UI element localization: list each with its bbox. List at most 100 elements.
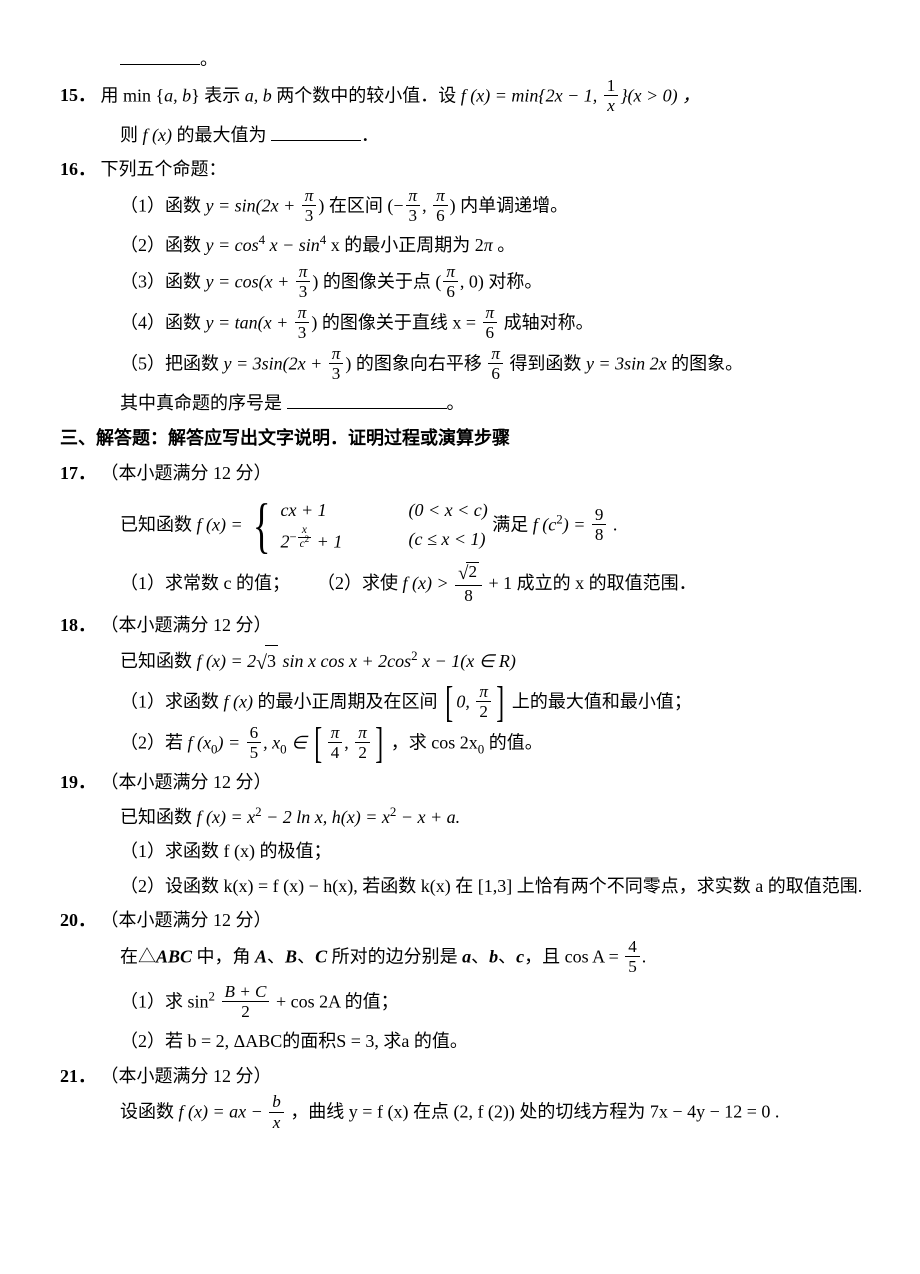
text: ) 的图像关于点 (	[312, 271, 441, 291]
text: （1）求常数 c 的值；	[120, 574, 290, 594]
piecewise: { cx + 1 (0 < x < c) 2−xc2 + 1 (c ≤ x < …	[247, 496, 488, 556]
math: sin x cos x + 2cos	[278, 651, 411, 671]
text: 两个数中的较小值．设	[276, 85, 461, 105]
q21-body: 设函数 f (x) = ax − bx ，曲线 y = f (x) 在点 (2,…	[60, 1095, 870, 1132]
text: ) 的图象向右平移	[345, 354, 486, 374]
math: y = 3sin 2x	[586, 354, 667, 374]
text: （2）若	[120, 732, 188, 752]
q18-p1: （1）求函数 f (x) 的最小正周期及在区间 [0, π2] 上的最大值和最小…	[60, 685, 870, 722]
fraction: π3	[295, 304, 310, 341]
q21-header: 21． （本小题满分 12 分）	[60, 1061, 870, 1092]
text: 的值。	[484, 732, 543, 752]
math: 0,	[456, 691, 474, 711]
text: （2）若 b = 2, ΔABC的面积S = 3, 求a 的值。	[120, 1031, 468, 1051]
text: ．	[361, 125, 379, 145]
text: , 0) 对称。	[460, 271, 543, 291]
text: （1）求 sin	[120, 992, 209, 1012]
text	[215, 992, 220, 1012]
text: 、	[267, 947, 285, 967]
fraction: √28	[455, 562, 482, 604]
text: 用 min	[101, 85, 152, 105]
math: y = cos(x +	[206, 271, 294, 291]
math: − x + a.	[396, 807, 460, 827]
math: A	[255, 947, 267, 967]
math: x − sin	[265, 235, 320, 255]
case-expr: 2−xc2 + 1	[281, 525, 381, 557]
text: ，求 cos 2x	[391, 732, 478, 752]
fraction: B + C2	[222, 983, 270, 1020]
text: 设函数	[120, 1102, 179, 1122]
text: 、	[471, 947, 489, 967]
q16-p5: （5）把函数 y = 3sin(2x + π3) 的图象向右平移 π6 得到函数…	[60, 347, 870, 384]
q16-p3: （3）函数 y = cos(x + π3) 的图像关于点 (π6, 0) 对称。	[60, 265, 870, 302]
text: （本小题满分 12 分）	[101, 463, 272, 483]
text: + 1 成立的 x 的取值范围．	[489, 574, 697, 594]
math: c	[516, 947, 524, 967]
q20-p2: （2）若 b = 2, ΔABC的面积S = 3, 求a 的值。	[60, 1026, 870, 1057]
math: C	[315, 947, 327, 967]
math: ABC	[156, 947, 192, 967]
math: x − 1(x ∈ R)	[418, 651, 516, 671]
text: 。	[200, 49, 218, 69]
q20-p1: （1）求 sin2 B + C2 + cos 2A 的值；	[60, 985, 870, 1022]
q-number: 21．	[60, 1061, 96, 1092]
math: f (x)	[143, 125, 172, 145]
text: （1）求函数 f (x) 的极值；	[120, 841, 331, 861]
text: 所对的边分别是	[327, 947, 462, 967]
text: ) 在区间 (−	[318, 196, 403, 216]
math: y = tan(x +	[206, 313, 293, 333]
q-number: 16．	[60, 154, 96, 185]
case-expr: cx + 1	[281, 496, 381, 525]
fraction: π6	[443, 263, 458, 300]
case-cond: (0 < x < c)	[409, 496, 488, 525]
text: 表示	[204, 85, 240, 105]
blank-field	[271, 122, 361, 141]
section-3-heading: 三、解答题：解答应写出文字说明．证明过程或演算步骤	[60, 423, 870, 454]
bracket-left-icon: [	[315, 727, 323, 762]
text: （2）设函数 k(x) = f (x) − h(x), 若函数 k(x) 在 […	[120, 876, 862, 896]
text: （2）求使	[317, 574, 403, 594]
text: 则	[120, 125, 143, 145]
fraction: π3	[296, 263, 311, 300]
q17-body: 已知函数 f (x) = { cx + 1 (0 < x < c) 2−xc2 …	[60, 496, 870, 556]
text: （本小题满分 12 分）	[101, 1066, 272, 1086]
math: y = 3sin(2x +	[224, 354, 327, 374]
fraction: π3	[329, 345, 344, 382]
math: ∈	[287, 732, 312, 752]
text: {	[156, 85, 165, 105]
text: （2）函数	[120, 235, 206, 255]
bracket-right-icon: ]	[375, 727, 383, 762]
math: f (x) = 2	[197, 651, 257, 671]
q16-footer: 其中真命题的序号是 。	[60, 388, 870, 419]
fraction: π2	[355, 724, 370, 761]
text: }	[191, 85, 200, 105]
q17-header: 17． （本小题满分 12 分）	[60, 458, 870, 489]
text: .	[613, 514, 618, 534]
fraction: 45	[625, 938, 640, 975]
text: 的图象。	[667, 354, 744, 374]
text: 得到函数	[505, 354, 586, 374]
fraction: π2	[476, 683, 491, 720]
text: + cos 2A 的值；	[271, 992, 398, 1012]
text: 中，角	[192, 947, 255, 967]
fraction: bx	[269, 1093, 284, 1130]
fraction: π6	[433, 187, 448, 224]
text: 。	[447, 393, 465, 413]
q20-header: 20． （本小题满分 12 分）	[60, 905, 870, 936]
fragment-top-blank: 。	[60, 44, 870, 75]
text: ) 的图像关于直线 x =	[311, 313, 480, 333]
math: a, b	[245, 85, 272, 105]
text: （4）函数	[120, 313, 206, 333]
text: 的最小正周期及在区间	[257, 691, 442, 711]
q-number: 15．	[60, 80, 96, 111]
q18-p2: （2）若 f (x0) = 65, x0 ∈ [π4, π2] ，求 cos 2…	[60, 726, 870, 763]
math: B	[285, 947, 297, 967]
text: 已知函数	[120, 807, 197, 827]
bracket-left-icon: [	[445, 686, 453, 721]
case-cond: (c ≤ x < 1)	[409, 525, 486, 557]
cases: cx + 1 (0 < x < c) 2−xc2 + 1 (c ≤ x < 1)	[281, 496, 488, 556]
blank-field	[287, 390, 447, 409]
math: π	[484, 235, 493, 255]
text: （本小题满分 12 分）	[101, 910, 272, 930]
text: 满足	[492, 514, 533, 534]
